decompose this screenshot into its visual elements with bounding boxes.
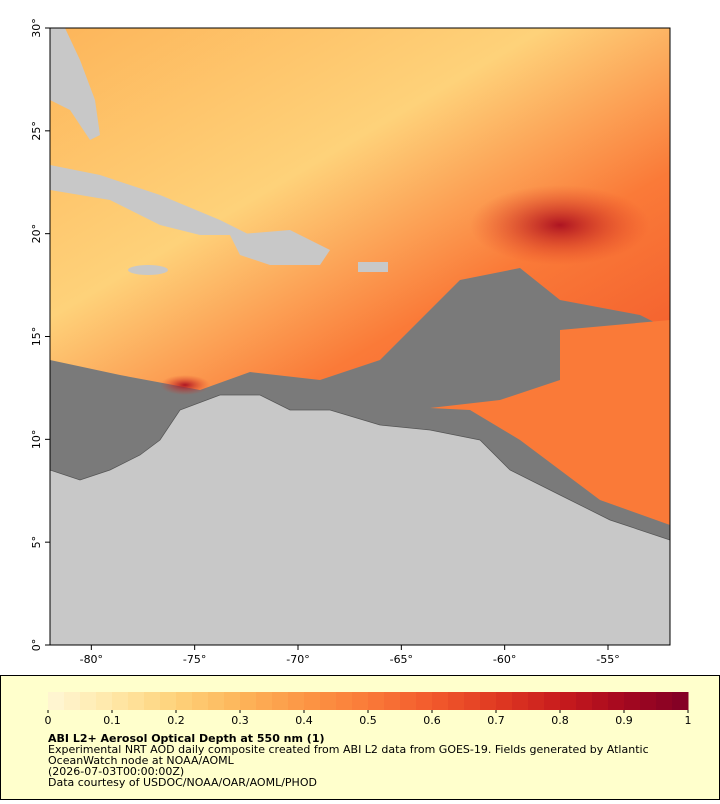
colorbar-step bbox=[560, 692, 577, 710]
lat-tick-label: 20° bbox=[30, 224, 43, 244]
colorbar-tick-label: 0.8 bbox=[551, 714, 569, 727]
colorbar-step bbox=[96, 692, 113, 710]
lon-tick-label: -75° bbox=[183, 653, 206, 666]
colorbar-step bbox=[656, 692, 673, 710]
land bbox=[128, 265, 168, 275]
lat-tick-label: 10° bbox=[30, 430, 43, 450]
aerosol-field bbox=[50, 28, 670, 390]
colorbar-tick-label: 0 bbox=[45, 714, 52, 727]
land bbox=[358, 262, 388, 272]
lat-tick-label: 5° bbox=[30, 536, 43, 549]
colorbar-step bbox=[624, 692, 641, 710]
colorbar-step bbox=[448, 692, 465, 710]
caption-time: (2026-07-03T00:00:00Z) bbox=[48, 765, 184, 778]
colorbar-tick-label: 0.3 bbox=[231, 714, 249, 727]
colorbar-step bbox=[480, 692, 497, 710]
colorbar-tick-label: 0.9 bbox=[615, 714, 633, 727]
colorbar-tick-label: 0.7 bbox=[487, 714, 505, 727]
lat-tick-label: 25° bbox=[30, 121, 43, 141]
colorbar-step bbox=[384, 692, 401, 710]
lon-tick-label: -70° bbox=[286, 653, 309, 666]
colorbar-step bbox=[496, 692, 513, 710]
colorbar-step bbox=[128, 692, 145, 710]
colorbar-tick-label: 0.5 bbox=[359, 714, 377, 727]
colorbar-step bbox=[464, 692, 481, 710]
colorbar-step bbox=[352, 692, 369, 710]
colorbar-step bbox=[64, 692, 81, 710]
land bbox=[50, 165, 250, 235]
colorbar-step bbox=[240, 692, 257, 710]
colorbar-step bbox=[416, 692, 433, 710]
caption-text: Experimental NRT AOD daily composite cre… bbox=[48, 743, 649, 756]
colorbar-step bbox=[288, 692, 305, 710]
colorbar-step bbox=[592, 692, 609, 710]
colorbar-step bbox=[304, 692, 321, 710]
lon-tick-label: -65° bbox=[390, 653, 413, 666]
colorbar-step bbox=[112, 692, 129, 710]
colorbar-step bbox=[336, 692, 353, 710]
colorbar-step bbox=[512, 692, 529, 710]
colorbar-step bbox=[672, 692, 689, 710]
aerosol-hotspot bbox=[470, 185, 650, 265]
colorbar-tick-label: 0.2 bbox=[167, 714, 185, 727]
colorbar-step bbox=[608, 692, 625, 710]
colorbar-step bbox=[272, 692, 289, 710]
lat-tick-label: 0° bbox=[30, 639, 43, 652]
aerosol-hotspot bbox=[160, 375, 210, 395]
colorbar-step bbox=[528, 692, 545, 710]
caption-title: ABI L2+ Aerosol Optical Depth at 550 nm … bbox=[48, 732, 325, 745]
lon-tick-label: -60° bbox=[493, 653, 516, 666]
caption-text: OceanWatch node at NOAA/AOML bbox=[48, 754, 235, 767]
colorbar-step bbox=[144, 692, 161, 710]
colorbar-step bbox=[544, 692, 561, 710]
land bbox=[50, 394, 670, 645]
caption-credit: Data courtesy of USDOC/NOAA/OAR/AOML/PHO… bbox=[48, 776, 317, 789]
lon-tick-label: -55° bbox=[596, 653, 619, 666]
colorbar-step bbox=[320, 692, 337, 710]
lon-tick-label: -80° bbox=[80, 653, 103, 666]
colorbar-step bbox=[80, 692, 97, 710]
land bbox=[50, 28, 100, 140]
colorbar: 0 0.1 0.2 0.3 0.4 0.5 0.6 0.7 0.8 0.9 1 bbox=[45, 692, 692, 727]
colorbar-tick-label: 1 bbox=[685, 714, 692, 727]
colorbar-step bbox=[176, 692, 193, 710]
colorbar-step bbox=[400, 692, 417, 710]
lat-tick-label: 15° bbox=[30, 327, 43, 347]
colorbar-step bbox=[192, 692, 209, 710]
colorbar-tick-label: 0.4 bbox=[295, 714, 313, 727]
colorbar-step bbox=[640, 692, 657, 710]
map bbox=[50, 28, 670, 645]
colorbar-step bbox=[208, 692, 225, 710]
colorbar-step bbox=[576, 692, 593, 710]
colorbar-tick-label: 0.6 bbox=[423, 714, 441, 727]
colorbar-step bbox=[432, 692, 449, 710]
lat-tick-label: 30° bbox=[30, 18, 43, 38]
colorbar-step bbox=[48, 692, 65, 710]
land bbox=[230, 230, 330, 265]
colorbar-tick-label: 0.1 bbox=[103, 714, 121, 727]
colorbar-step bbox=[368, 692, 385, 710]
colorbar-step bbox=[224, 692, 241, 710]
colorbar-step bbox=[256, 692, 273, 710]
colorbar-step bbox=[160, 692, 177, 710]
aerosol-field bbox=[430, 320, 670, 525]
